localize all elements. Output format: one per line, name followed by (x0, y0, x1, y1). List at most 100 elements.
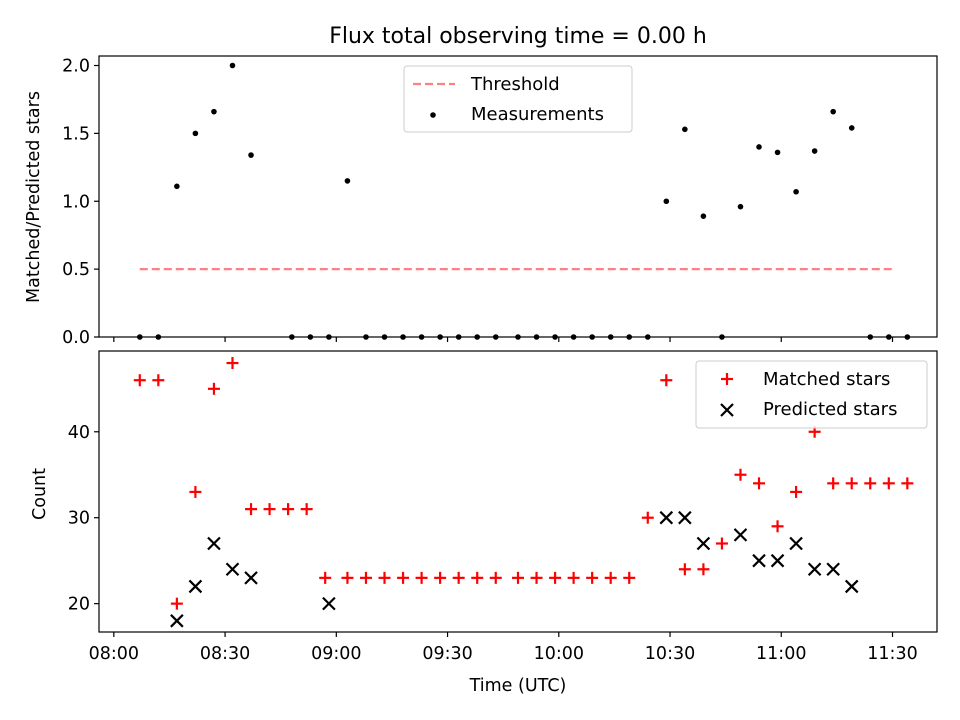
matched-star-point (226, 357, 239, 370)
matched-star-point (300, 503, 313, 516)
bottom-x-tick-label: 09:00 (311, 644, 361, 664)
measurement-point (830, 108, 836, 115)
measurement-point (344, 178, 351, 184)
measurement-point (756, 144, 762, 150)
matched-star-point (623, 571, 636, 584)
matched-star-point (512, 571, 524, 584)
matched-star-point (397, 571, 410, 584)
matched-star-point (678, 563, 691, 576)
top-axes-frame (98, 55, 938, 338)
legend-predicted-marker (720, 403, 734, 417)
bottom-plot-marks (133, 357, 914, 628)
measurement-point (737, 203, 744, 210)
top-plot-marks (136, 62, 911, 340)
bottom-y-axis-label: Count (30, 468, 50, 520)
measurement-point (682, 126, 688, 133)
bottom-x-tick-label: 08:30 (200, 644, 250, 664)
predicted-star-point (244, 571, 258, 585)
matched-star-point (189, 485, 202, 498)
predicted-star-point (188, 579, 203, 594)
matched-star-point (415, 571, 428, 584)
bottom-x-tick-label: 11:00 (756, 644, 806, 664)
legend-matched-swatch (721, 373, 733, 385)
matched-star-point (378, 571, 391, 584)
bottom-y-ticks: 20 30 40 (68, 423, 99, 615)
predicted-star-point (207, 536, 221, 551)
predicted-star-point (322, 596, 336, 611)
bottom-x-tick-label: 11:30 (867, 644, 917, 664)
matched-star-point (845, 477, 858, 490)
matched-star-point (604, 571, 617, 584)
bottom-x-tick-label: 10:30 (645, 644, 695, 664)
matched-star-point (771, 520, 784, 533)
predicted-star-point (225, 562, 240, 577)
matched-star-point (170, 597, 183, 610)
bottom-y-tick-label: 30 (68, 509, 90, 529)
matched-star-point (715, 537, 728, 550)
matched-star-point (471, 571, 484, 584)
matched-star-point (282, 503, 295, 516)
matched-star-point (567, 571, 580, 584)
matched-star-point (827, 477, 840, 490)
matched-star-point (319, 571, 332, 584)
top-y-axis-label: Matched/Predicted stars (24, 91, 44, 303)
matched-star-point (133, 374, 146, 387)
measurement-point (774, 149, 781, 156)
legend-matched-marker (721, 373, 733, 385)
bottom-legend: Matched stars Predicted stars (695, 360, 928, 429)
bottom-legend-box (695, 360, 928, 429)
top-y-ticks: 0.0 0.5 1.0 1.5 2.0 (62, 57, 99, 348)
measurement-point (663, 198, 670, 205)
matched-star-point (753, 477, 766, 490)
predicted-star-point (826, 562, 840, 577)
measurement-point (811, 148, 818, 154)
top-y-tick-label: 1.5 (62, 124, 90, 144)
predicted-star-point (170, 614, 184, 628)
matched-star-point (641, 511, 654, 524)
matched-star-point (790, 485, 803, 498)
matched-star-point (359, 571, 372, 584)
legend-measurements-label: Measurements (471, 104, 604, 125)
matched-star-point (549, 571, 562, 584)
top-panel: 0.00.51.01.52.0 Matched/Predicted stars … (24, 55, 938, 348)
predicted-star-point (678, 510, 692, 525)
matched-star-point (489, 571, 502, 584)
measurement-point (211, 108, 217, 115)
predicted-star-point (789, 536, 803, 551)
top-legend: Threshold Measurements (403, 65, 633, 133)
measurement-point (192, 130, 199, 137)
predicted-star-point (659, 510, 674, 525)
bottom-axes-frame (98, 350, 938, 633)
bottom-x-tick-label: 09:30 (422, 644, 472, 664)
matched-star-point (152, 374, 165, 387)
matched-star-point (586, 571, 599, 584)
legend-matched-label: Matched stars (763, 369, 890, 390)
top-y-tick-label: 0.0 (62, 328, 90, 348)
bottom-y-tick-label: 20 (68, 595, 90, 615)
measurement-point (174, 183, 180, 190)
matched-star-point (882, 477, 895, 490)
matched-star-point (207, 382, 220, 395)
measurement-point (700, 213, 707, 219)
matched-star-point (734, 468, 747, 481)
matched-star-point (434, 571, 447, 584)
legend-predicted-label: Predicted stars (763, 399, 897, 420)
legend-predicted-swatch (720, 403, 734, 417)
matched-star-point (864, 477, 877, 490)
predicted-star-point (733, 528, 748, 542)
figure-title: Flux total observing time = 0.00 h (329, 24, 707, 49)
predicted-star-point (807, 562, 822, 577)
bottom-panel: 20 30 40 08:00 08:30 09:00 09:30 10:00 10:30 11:… (30, 350, 938, 696)
bottom-y-tick-label: 40 (68, 423, 90, 443)
bottom-x-axis-label: Time (UTC) (469, 676, 567, 696)
matched-star-point (901, 477, 914, 490)
matched-star-point (263, 503, 276, 516)
matched-star-point (530, 571, 543, 584)
matched-star-point (697, 563, 710, 576)
legend-measurements-swatch (430, 112, 436, 118)
matched-star-point (341, 571, 354, 584)
matched-star-point (245, 503, 258, 516)
predicted-star-point (844, 579, 859, 594)
measurement-point (248, 152, 254, 158)
